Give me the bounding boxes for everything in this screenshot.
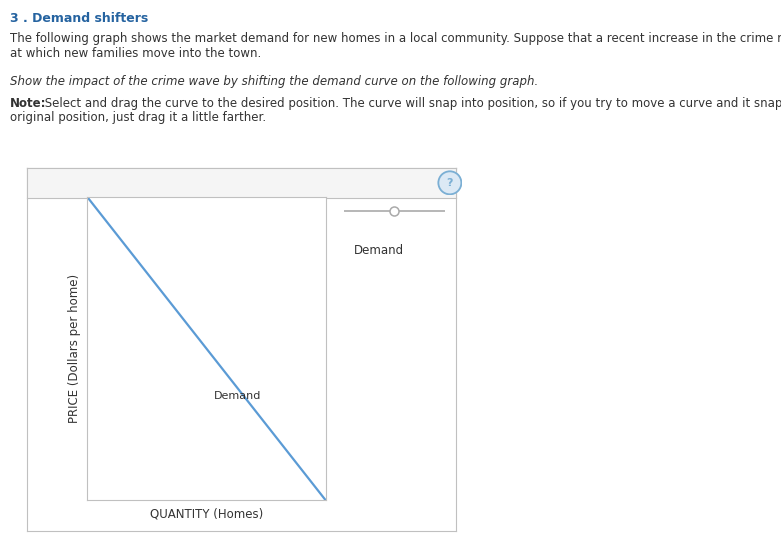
Text: at which new families move into the town.: at which new families move into the town… [10, 47, 262, 59]
Text: original position, just drag it a little farther.: original position, just drag it a little… [10, 111, 266, 124]
Text: ?: ? [447, 178, 453, 188]
Text: Demand: Demand [354, 244, 404, 257]
Text: Select and drag the curve to the desired position. The curve will snap into posi: Select and drag the curve to the desired… [41, 97, 781, 110]
X-axis label: QUANTITY (Homes): QUANTITY (Homes) [150, 507, 263, 520]
Text: Show the impact of the crime wave by shifting the demand curve on the following : Show the impact of the crime wave by shi… [10, 75, 538, 88]
Text: 3 . Demand shifters: 3 . Demand shifters [10, 12, 148, 25]
Y-axis label: PRICE (Dollars per home): PRICE (Dollars per home) [67, 274, 80, 423]
Text: The following graph shows the market demand for new homes in a local community. : The following graph shows the market dem… [10, 32, 781, 45]
Text: Note:: Note: [10, 97, 47, 110]
Circle shape [438, 171, 462, 194]
Text: Demand: Demand [214, 391, 261, 401]
